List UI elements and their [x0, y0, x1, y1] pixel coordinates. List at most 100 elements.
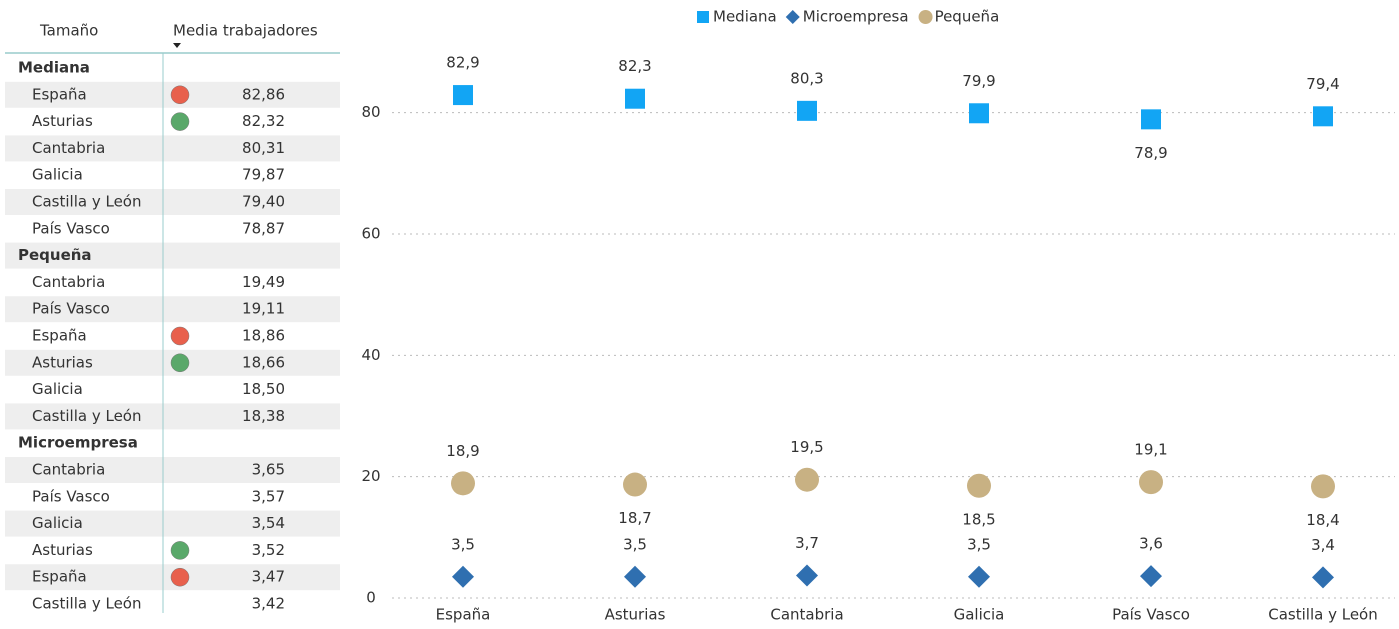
row-label: Galicia	[32, 514, 83, 532]
row-bg	[5, 403, 340, 430]
row-value: 78,87	[242, 219, 285, 237]
marker	[969, 103, 989, 124]
data-label: 82,9	[446, 54, 479, 72]
y-tick-label: 80	[361, 103, 380, 121]
marker	[967, 473, 991, 498]
row-value: 3,54	[252, 514, 285, 532]
marker	[1140, 565, 1162, 588]
row-bg	[5, 135, 340, 162]
marker	[623, 472, 647, 497]
row-label: España	[32, 85, 87, 103]
marker	[1141, 109, 1161, 130]
row-value: 82,86	[242, 85, 285, 103]
indicator	[170, 541, 190, 560]
data-label: 3,6	[1139, 535, 1163, 553]
marker	[451, 471, 475, 496]
data-label: 78,9	[1134, 144, 1167, 162]
row-bg	[5, 510, 340, 537]
marker	[452, 565, 474, 588]
row-label: Cantabria	[32, 273, 105, 291]
marker	[968, 565, 990, 588]
row-bg	[5, 457, 340, 483]
row-label: Castilla y León	[32, 407, 141, 425]
row-value: 18,50	[242, 380, 285, 398]
indicator	[170, 353, 190, 373]
data-label: 3,5	[451, 535, 475, 553]
row-value: 79,40	[242, 193, 285, 211]
data-label: 18,5	[962, 510, 995, 528]
row-value: 3,42	[252, 595, 285, 613]
indicator	[170, 112, 190, 131]
legend-marker	[918, 10, 933, 24]
row-label: España	[32, 327, 87, 345]
column-header[interactable]: Tamaño	[39, 22, 98, 40]
data-label: 18,4	[1306, 511, 1339, 529]
data-label: 18,7	[618, 509, 651, 527]
row-label: Asturias	[32, 353, 93, 371]
y-tick-label: 60	[361, 225, 380, 243]
group-label: Mediana	[18, 59, 90, 77]
row-value: 19,49	[242, 273, 285, 291]
row-value: 82,32	[242, 112, 285, 130]
marker	[796, 564, 818, 587]
row-value: 19,11	[242, 300, 285, 318]
marker	[1311, 474, 1335, 499]
legend-label[interactable]: Mediana	[713, 8, 777, 26]
row-value: 3,57	[252, 487, 285, 505]
data-label: 82,3	[618, 57, 651, 75]
marker	[453, 85, 473, 106]
row-bg	[5, 189, 340, 215]
indicator	[170, 326, 190, 346]
y-tick-label: 40	[361, 346, 380, 364]
data-label: 79,4	[1306, 75, 1339, 93]
data-label: 3,4	[1311, 536, 1335, 554]
row-label: País Vasco	[32, 487, 110, 505]
indicator	[170, 567, 190, 587]
x-tick-label: País Vasco	[1112, 606, 1190, 624]
group-label: Microempresa	[18, 434, 138, 452]
group-label: Pequeña	[18, 246, 92, 264]
row-label: País Vasco	[32, 300, 110, 318]
data-label: 3,5	[967, 535, 991, 553]
y-tick-label: 20	[361, 467, 380, 485]
x-tick-label: Asturias	[605, 606, 666, 624]
data-label: 19,5	[790, 438, 823, 456]
legend-label[interactable]: Microempresa	[803, 8, 909, 26]
row-value: 79,87	[242, 166, 285, 184]
row-label: Galicia	[32, 166, 83, 184]
marker	[624, 565, 646, 588]
marker	[1139, 470, 1163, 495]
row-value: 18,66	[242, 353, 285, 371]
x-tick-label: Galicia	[954, 606, 1005, 624]
row-label: Galicia	[32, 380, 83, 398]
x-tick-label: Castilla y León	[1268, 606, 1377, 624]
data-label: 3,7	[795, 534, 819, 552]
data-label: 3,5	[623, 535, 647, 553]
data-label: 79,9	[962, 72, 995, 90]
indicator	[170, 85, 190, 105]
y-tick-label: 0	[366, 589, 376, 607]
row-value: 18,86	[242, 327, 285, 345]
data-label: 18,9	[446, 442, 479, 460]
legend-marker	[785, 10, 800, 24]
x-tick-label: España	[436, 606, 491, 624]
row-label: Castilla y León	[32, 595, 141, 613]
row-label: Cantabria	[32, 461, 105, 479]
marker	[795, 467, 819, 492]
row-value: 3,52	[252, 541, 285, 559]
row-label: España	[32, 568, 87, 586]
marker	[625, 88, 645, 109]
marker	[797, 100, 817, 121]
legend-label[interactable]: Pequeña	[935, 8, 1000, 26]
marker	[1312, 566, 1334, 589]
data-label: 80,3	[790, 69, 823, 87]
row-bg	[5, 242, 340, 269]
data-label: 19,1	[1134, 441, 1167, 459]
row-label: Castilla y León	[32, 193, 141, 211]
row-value: 18,38	[242, 407, 285, 425]
row-value: 3,47	[252, 568, 285, 586]
x-tick-label: Cantabria	[770, 606, 843, 624]
column-header[interactable]: Media trabajadores	[173, 22, 318, 40]
legend-marker	[697, 11, 709, 23]
